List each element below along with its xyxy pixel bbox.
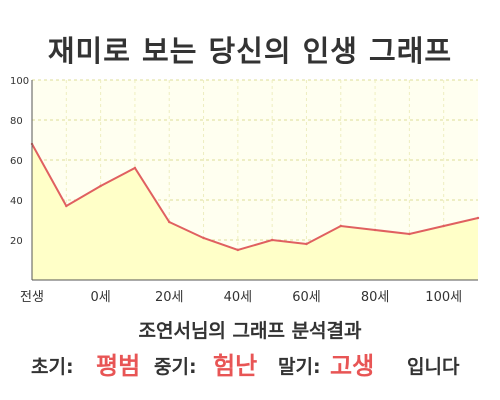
data-point bbox=[202, 236, 205, 240]
data-point bbox=[373, 228, 377, 232]
data-point bbox=[305, 242, 308, 246]
x-tick-label: 20세 bbox=[155, 290, 184, 305]
life-graph-chart: 20406080100전생0세20세40세60세80세100세환생 bbox=[10, 76, 480, 305]
late-value: 고생 bbox=[330, 352, 375, 380]
data-point bbox=[408, 232, 411, 236]
data-point bbox=[133, 166, 137, 170]
x-tick-label: 40세 bbox=[224, 290, 253, 305]
area-fill bbox=[32, 144, 478, 280]
x-tick-label: 0세 bbox=[90, 290, 110, 305]
early-label: 초기: bbox=[31, 356, 74, 378]
result-ending: 입니다 bbox=[407, 356, 460, 378]
late-label: 말기: bbox=[278, 356, 321, 378]
analysis-heading: 조연서님의 그래프 분석결과 bbox=[138, 320, 362, 342]
x-tick-label: 60세 bbox=[292, 290, 321, 305]
y-tick-label: 100 bbox=[10, 76, 29, 87]
y-tick-label: 20 bbox=[10, 236, 23, 247]
early-value: 평범 bbox=[96, 352, 141, 380]
x-tick-label: 전생 bbox=[20, 290, 44, 305]
series-line bbox=[31, 143, 479, 252]
y-tick-label: 60 bbox=[10, 156, 23, 167]
analysis-result: 초기: 평범 중기: 험난 말기: 고생 입니다 bbox=[0, 345, 500, 380]
data-point bbox=[339, 224, 342, 228]
data-point bbox=[270, 238, 274, 242]
data-point bbox=[476, 216, 480, 220]
data-point bbox=[442, 224, 445, 228]
x-tick-label: 100세 bbox=[425, 290, 462, 305]
y-tick-label: 80 bbox=[10, 116, 23, 127]
data-point bbox=[65, 204, 68, 208]
chart-title: 재미로 보는 당신의 인생 그래프 bbox=[47, 34, 453, 68]
middle-label: 중기: bbox=[154, 356, 197, 378]
data-point bbox=[99, 184, 102, 188]
x-tick-label: 80세 bbox=[361, 290, 390, 305]
data-point bbox=[168, 220, 171, 224]
data-point bbox=[236, 248, 240, 252]
middle-value: 험난 bbox=[213, 352, 258, 380]
y-tick-label: 40 bbox=[10, 196, 23, 207]
